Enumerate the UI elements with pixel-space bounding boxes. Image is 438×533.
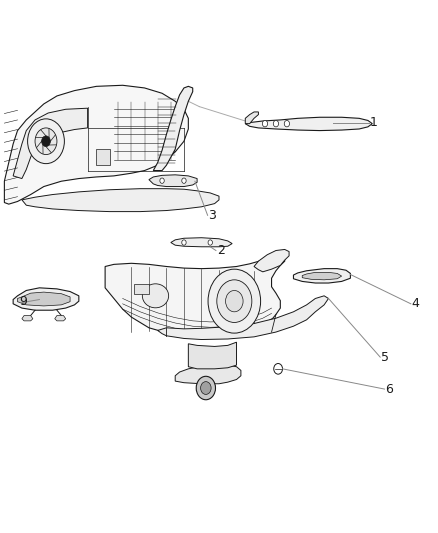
Polygon shape — [175, 365, 241, 384]
Ellipse shape — [142, 284, 169, 308]
Polygon shape — [153, 86, 193, 171]
Circle shape — [160, 178, 164, 183]
Polygon shape — [96, 149, 110, 165]
Polygon shape — [149, 175, 197, 187]
Polygon shape — [254, 249, 289, 272]
Circle shape — [274, 364, 283, 374]
Circle shape — [284, 120, 290, 127]
Polygon shape — [245, 117, 372, 131]
Circle shape — [208, 269, 261, 333]
Text: 4: 4 — [412, 297, 420, 310]
Polygon shape — [302, 272, 342, 280]
Polygon shape — [188, 342, 237, 369]
Circle shape — [262, 120, 268, 127]
Circle shape — [196, 376, 215, 400]
Circle shape — [28, 119, 64, 164]
Polygon shape — [171, 238, 232, 247]
Polygon shape — [13, 108, 88, 179]
Polygon shape — [18, 292, 70, 306]
Polygon shape — [55, 316, 66, 321]
Circle shape — [273, 120, 279, 127]
Text: 1: 1 — [370, 116, 378, 129]
Polygon shape — [22, 316, 33, 321]
Polygon shape — [22, 189, 219, 212]
Circle shape — [182, 178, 186, 183]
Circle shape — [182, 240, 186, 245]
Text: 2: 2 — [217, 244, 225, 257]
Polygon shape — [293, 269, 350, 283]
Polygon shape — [158, 296, 328, 340]
Polygon shape — [105, 256, 285, 337]
Text: 5: 5 — [381, 351, 389, 364]
Circle shape — [217, 280, 252, 322]
Text: 9: 9 — [20, 295, 28, 308]
Polygon shape — [4, 85, 188, 204]
Polygon shape — [245, 112, 258, 124]
Circle shape — [201, 382, 211, 394]
Text: 6: 6 — [385, 383, 393, 395]
Circle shape — [226, 290, 243, 312]
Circle shape — [208, 240, 212, 245]
Circle shape — [42, 136, 50, 147]
Text: 3: 3 — [208, 209, 216, 222]
Circle shape — [35, 128, 57, 155]
Polygon shape — [13, 288, 79, 310]
Polygon shape — [134, 284, 149, 294]
